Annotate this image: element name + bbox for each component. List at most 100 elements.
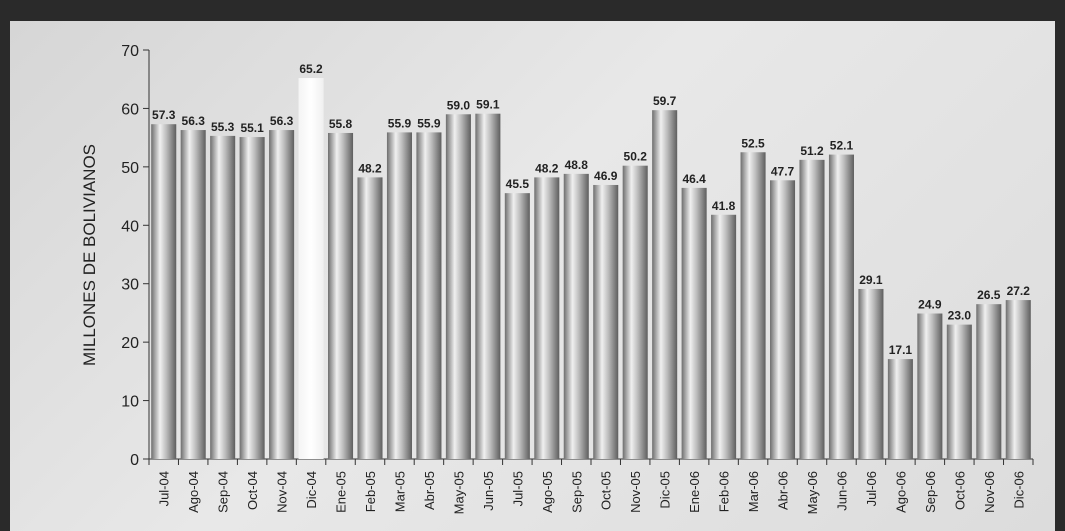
x-tick-label: Ene-05 xyxy=(334,471,349,513)
bar-nov-06 xyxy=(976,304,1002,459)
data-label: 23.0 xyxy=(948,309,972,323)
y-axis-title: MILLONES DE BOLIVIANOS xyxy=(80,144,99,366)
bar-nov-05 xyxy=(622,165,648,459)
x-tick-label: May-05 xyxy=(451,471,466,514)
data-label: 55.8 xyxy=(329,117,353,131)
bar-ene-05 xyxy=(328,132,354,459)
x-tick-label: Mar-06 xyxy=(746,471,761,512)
bar-oct-05 xyxy=(593,184,619,459)
bar-sep-05 xyxy=(563,173,589,459)
data-label: 45.5 xyxy=(506,177,530,191)
x-tick-label: Jun-06 xyxy=(834,471,849,511)
x-tick-label: Nov-05 xyxy=(628,471,643,513)
bar-abr-06 xyxy=(770,180,796,459)
y-tick-label: 30 xyxy=(121,277,139,294)
bar-dic-06 xyxy=(1005,300,1031,459)
bar-ago-06 xyxy=(887,359,913,459)
x-tick-label: Dic-05 xyxy=(658,471,673,509)
data-label: 59.1 xyxy=(476,98,500,112)
bar-sep-06 xyxy=(917,313,943,459)
y-tick-label: 0 xyxy=(130,452,139,469)
data-label: 55.9 xyxy=(388,116,412,130)
data-label: 55.9 xyxy=(417,116,441,130)
data-label: 46.9 xyxy=(594,169,618,183)
y-tick-label: 20 xyxy=(121,335,139,352)
x-tick-label: Oct-06 xyxy=(952,471,967,510)
data-label: 47.7 xyxy=(771,164,795,178)
x-tick-label: Jun-05 xyxy=(481,471,496,511)
bar-jul-04 xyxy=(151,124,177,459)
bar-ene-06 xyxy=(681,187,707,460)
axes: 0 10 20 30 40 50 60 70 xyxy=(121,43,1034,469)
bar-oct-04 xyxy=(239,137,265,459)
data-label: 57.3 xyxy=(152,108,176,122)
bar-feb-06 xyxy=(711,214,737,459)
x-tick-label: Nov-06 xyxy=(982,471,997,513)
data-label: 26.5 xyxy=(977,288,1001,302)
bar-dic-04 xyxy=(298,78,324,459)
x-tick-label: Mar-05 xyxy=(392,471,407,512)
x-tick-label: Dic-06 xyxy=(1011,471,1026,509)
x-tick-label: Abr-06 xyxy=(776,471,791,510)
data-label: 55.1 xyxy=(240,121,264,135)
data-label: 29.1 xyxy=(859,273,883,287)
data-label: 51.2 xyxy=(800,144,824,158)
bar-mar-06 xyxy=(740,152,766,459)
x-tick-label: Nov-04 xyxy=(275,471,290,513)
bar-nov-04 xyxy=(269,130,295,459)
y-tick-label: 70 xyxy=(121,43,139,60)
data-label: 24.9 xyxy=(918,298,942,312)
y-tick-label: 10 xyxy=(121,394,139,411)
data-label: 59.0 xyxy=(447,98,471,112)
data-label: 52.5 xyxy=(741,136,765,150)
x-tick-label: Jul-06 xyxy=(864,471,879,506)
x-tick-label: Feb-05 xyxy=(363,471,378,512)
x-tick-label: May-06 xyxy=(805,471,820,514)
bar-jul-05 xyxy=(504,193,530,459)
bar-feb-05 xyxy=(357,177,383,460)
x-tick-label: Feb-06 xyxy=(717,471,732,512)
x-tick-label: Ago-05 xyxy=(540,471,555,513)
bar-jun-05 xyxy=(475,113,501,460)
y-tick-label: 40 xyxy=(121,218,139,235)
bar-ago-04 xyxy=(180,130,206,459)
x-tick-label: Dic-04 xyxy=(304,471,319,509)
x-tick-label: Ene-06 xyxy=(687,471,702,513)
bar-may-05 xyxy=(445,114,471,460)
bar-ago-05 xyxy=(534,177,560,460)
x-tick-label: Sep-05 xyxy=(569,471,584,513)
x-tick-label: Oct-04 xyxy=(245,471,260,510)
bar-mar-05 xyxy=(386,132,412,460)
bars xyxy=(151,78,1031,460)
data-label: 50.2 xyxy=(624,150,648,164)
bar-sep-04 xyxy=(210,135,236,459)
data-label: 41.8 xyxy=(712,199,736,213)
x-tick-label: Ago-04 xyxy=(186,471,201,513)
bar-abr-05 xyxy=(416,132,442,460)
y-tick-label: 60 xyxy=(121,101,139,118)
data-label: 56.3 xyxy=(182,114,206,128)
data-label: 52.1 xyxy=(830,139,854,153)
bar-may-06 xyxy=(799,159,825,460)
bar-jun-06 xyxy=(828,154,854,459)
data-label: 55.3 xyxy=(211,120,235,134)
x-tick-label: Sep-06 xyxy=(923,471,938,513)
data-label: 17.1 xyxy=(889,343,913,357)
data-label: 65.2 xyxy=(299,62,323,76)
data-label: 48.2 xyxy=(358,161,382,175)
data-label: 27.2 xyxy=(1007,284,1031,298)
bar-oct-06 xyxy=(946,324,972,459)
x-tick-label: Abr-05 xyxy=(422,471,437,510)
data-label: 48.2 xyxy=(535,161,559,175)
x-tick-label: Ago-06 xyxy=(893,471,908,513)
data-label: 46.4 xyxy=(682,172,706,186)
bar-jul-06 xyxy=(858,288,884,459)
x-tick-label: Jul-04 xyxy=(157,471,172,506)
x-tick-label: Sep-04 xyxy=(216,471,231,513)
data-label: 48.8 xyxy=(565,158,589,172)
data-label: 59.7 xyxy=(653,94,677,108)
data-label: 56.3 xyxy=(270,114,294,128)
labels: 57.3 Jul-04 56.3 Ago-04 55.3 Sep-04 55.1 Oct-04… xyxy=(152,62,1030,514)
